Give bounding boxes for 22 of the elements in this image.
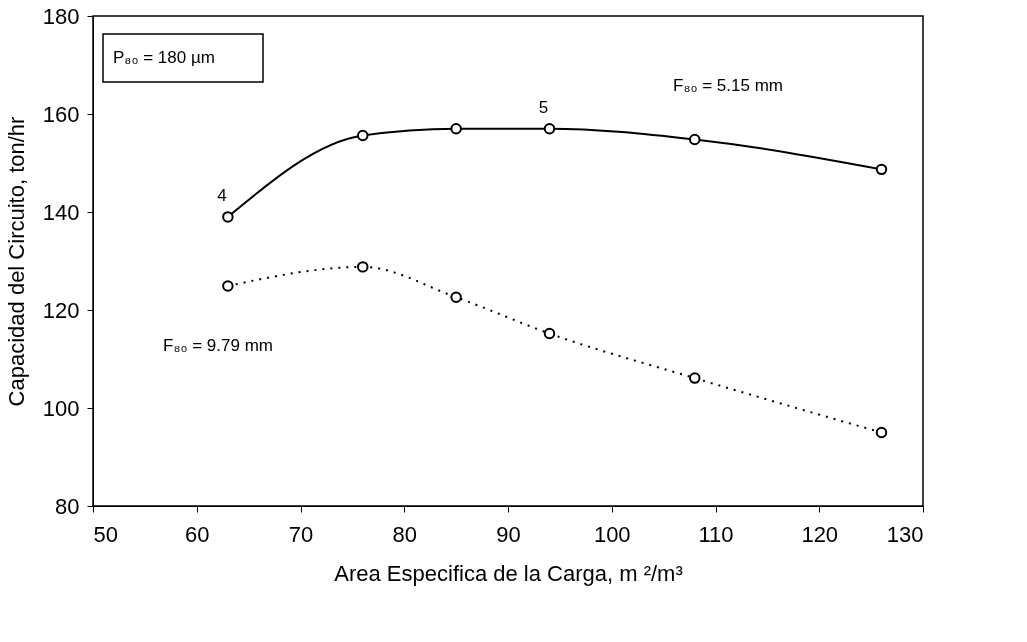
y-tick-label: 100 bbox=[42, 395, 80, 421]
y-axis-title: Capacidad del Circuito, ton/hr bbox=[3, 116, 29, 407]
x-tick-label: 130 bbox=[886, 521, 924, 547]
y-tick-label: 160 bbox=[42, 101, 80, 127]
x-tick-label: 50 bbox=[93, 521, 118, 547]
annotation: 5 bbox=[538, 97, 549, 117]
x-tick-label: 70 bbox=[288, 521, 314, 547]
x-tick-label: 100 bbox=[593, 521, 631, 547]
x-tick-label: 80 bbox=[392, 521, 417, 547]
x-tick-label: 90 bbox=[496, 521, 521, 547]
x-tick-label: 110 bbox=[698, 521, 734, 547]
annotation: 4 bbox=[217, 185, 227, 205]
y-tick-label: 180 bbox=[42, 3, 80, 29]
x-axis-title: Area Especifica de la Carga, m ²/m³ bbox=[334, 560, 683, 586]
annotation: F₈₀ = 9.79 mm bbox=[163, 336, 273, 355]
y-tick-label: 140 bbox=[42, 199, 80, 225]
y-tick-label: 80 bbox=[55, 493, 80, 519]
y-tick-label: 120 bbox=[42, 297, 80, 323]
annotation: F₈₀ = 5.15 mm bbox=[673, 76, 783, 95]
annotation: P₈₀ = 180 µm bbox=[113, 48, 215, 67]
x-tick-label: 60 bbox=[185, 521, 210, 547]
x-tick-label: 120 bbox=[801, 521, 839, 547]
